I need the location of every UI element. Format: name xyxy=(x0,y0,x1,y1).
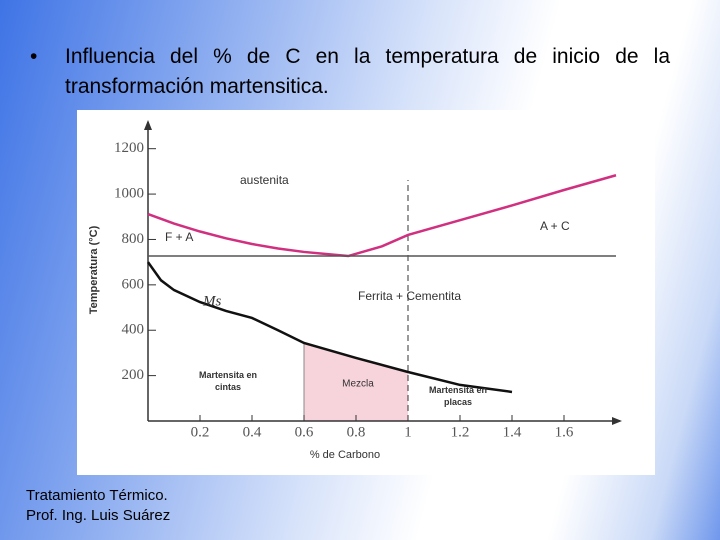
bullet: • Influencia del % de C en la temperatura… xyxy=(30,42,670,102)
y-axis-title: Temperatura (°C) xyxy=(88,225,100,314)
x-tick-label: 1.4 xyxy=(503,424,522,440)
bullet-text: Influencia del % de C en la temperatura … xyxy=(65,45,670,98)
annotation: Mezcla xyxy=(342,379,374,390)
y-axis-arrow xyxy=(144,120,152,130)
x-tick-label: 0.2 xyxy=(191,424,210,440)
y-tick-label: 800 xyxy=(122,231,145,247)
series-line xyxy=(146,261,513,394)
x-tick-label: 0.4 xyxy=(243,424,262,440)
x-tick-label: 1 xyxy=(404,424,412,440)
series-line xyxy=(147,174,617,258)
x-tick-label: 0.8 xyxy=(347,424,366,440)
annotation: F + A xyxy=(165,230,193,244)
x-tick-label: 1.2 xyxy=(451,424,470,440)
annotation: A + C xyxy=(540,219,570,233)
x-tick-label: 1.6 xyxy=(555,424,574,440)
y-tick-label: 1000 xyxy=(114,186,144,202)
y-tick-label: 400 xyxy=(122,322,145,338)
footer-line: Tratamiento Térmico. xyxy=(26,487,168,504)
annotation: Ferrita + Cementita xyxy=(358,289,461,303)
shaded-region xyxy=(304,342,408,421)
annotation: austenita xyxy=(240,173,289,187)
y-tick-label: 200 xyxy=(122,367,145,383)
y-tick-label: 1200 xyxy=(114,140,144,156)
footer-line: Prof. Ing. Luis Suárez xyxy=(26,507,171,524)
annotation: Ms xyxy=(202,293,221,309)
y-tick-label: 600 xyxy=(122,276,145,292)
x-tick-label: 0.6 xyxy=(295,424,314,440)
footer: Tratamiento Térmico. Prof. Ing. Luis Suár… xyxy=(26,486,170,526)
bullet-dot: • xyxy=(30,45,38,68)
x-axis-title: % de Carbono xyxy=(310,449,380,461)
annotation: Martensita en placas xyxy=(429,385,487,407)
x-axis-arrow xyxy=(612,417,622,425)
annotation: Martensita en cintas xyxy=(199,370,257,392)
